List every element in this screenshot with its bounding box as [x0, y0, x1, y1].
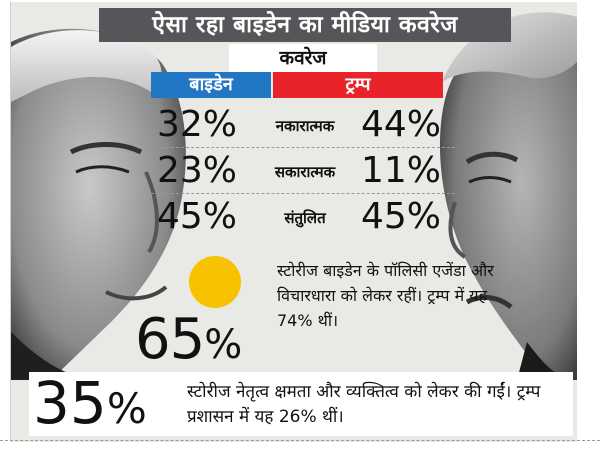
stat2-box [29, 372, 573, 436]
stat2-number-value: 35 [33, 369, 107, 437]
stat2-percent-sign: % [106, 384, 147, 433]
table-row-positive: 23% सकारात्मक 11% [151, 148, 455, 194]
row-label-balanced: संतुलित [284, 209, 326, 227]
row-label-positive: सकारात्मक [274, 163, 336, 181]
biden-positive-value: 23% [157, 150, 238, 191]
page-title: ऐसा रहा बाइडेन का मीडिया कवरेज [99, 8, 511, 42]
infographic-card: ऐसा रहा बाइडेन का मीडिया कवरेज कवरेज बाइ… [10, 2, 577, 442]
yellow-circle-icon [189, 256, 241, 308]
stat1-percent-sign: % [204, 322, 242, 368]
bottom-divider [0, 440, 600, 441]
stat2-text: स्टोरीज नेतृत्व क्षमता और व्यक्तित्व को … [187, 382, 541, 427]
trump-portrait [407, 2, 577, 380]
biden-balanced-value: 45% [157, 196, 238, 237]
stat1-number-value: 65 [135, 307, 205, 372]
row-label-negative: नकारात्मक [275, 117, 335, 135]
biden-column-header: बाइडेन [151, 72, 271, 98]
trump-balanced-value: 45% [361, 196, 442, 237]
stat1-text: स्टोरीज बाइडेन के पॉलिसी एजेंडा और विचार… [277, 261, 494, 330]
trump-negative-value: 44% [361, 104, 442, 145]
trump-column-header: ट्रम्प [273, 72, 443, 98]
coverage-subtitle: कवरेज [229, 44, 377, 72]
biden-negative-value: 32% [157, 104, 238, 145]
biden-portrait [11, 2, 201, 380]
trump-positive-value: 11% [361, 150, 442, 191]
stat1-number: 65% [135, 307, 242, 375]
coverage-table: 32% नकारात्मक 44% 23% सकारात्मक 11% 45% … [151, 102, 455, 239]
table-row-balanced: 45% संतुलित 45% [151, 194, 455, 239]
table-row-negative: 32% नकारात्मक 44% [151, 102, 455, 148]
stat2-number: 35% [33, 368, 147, 442]
